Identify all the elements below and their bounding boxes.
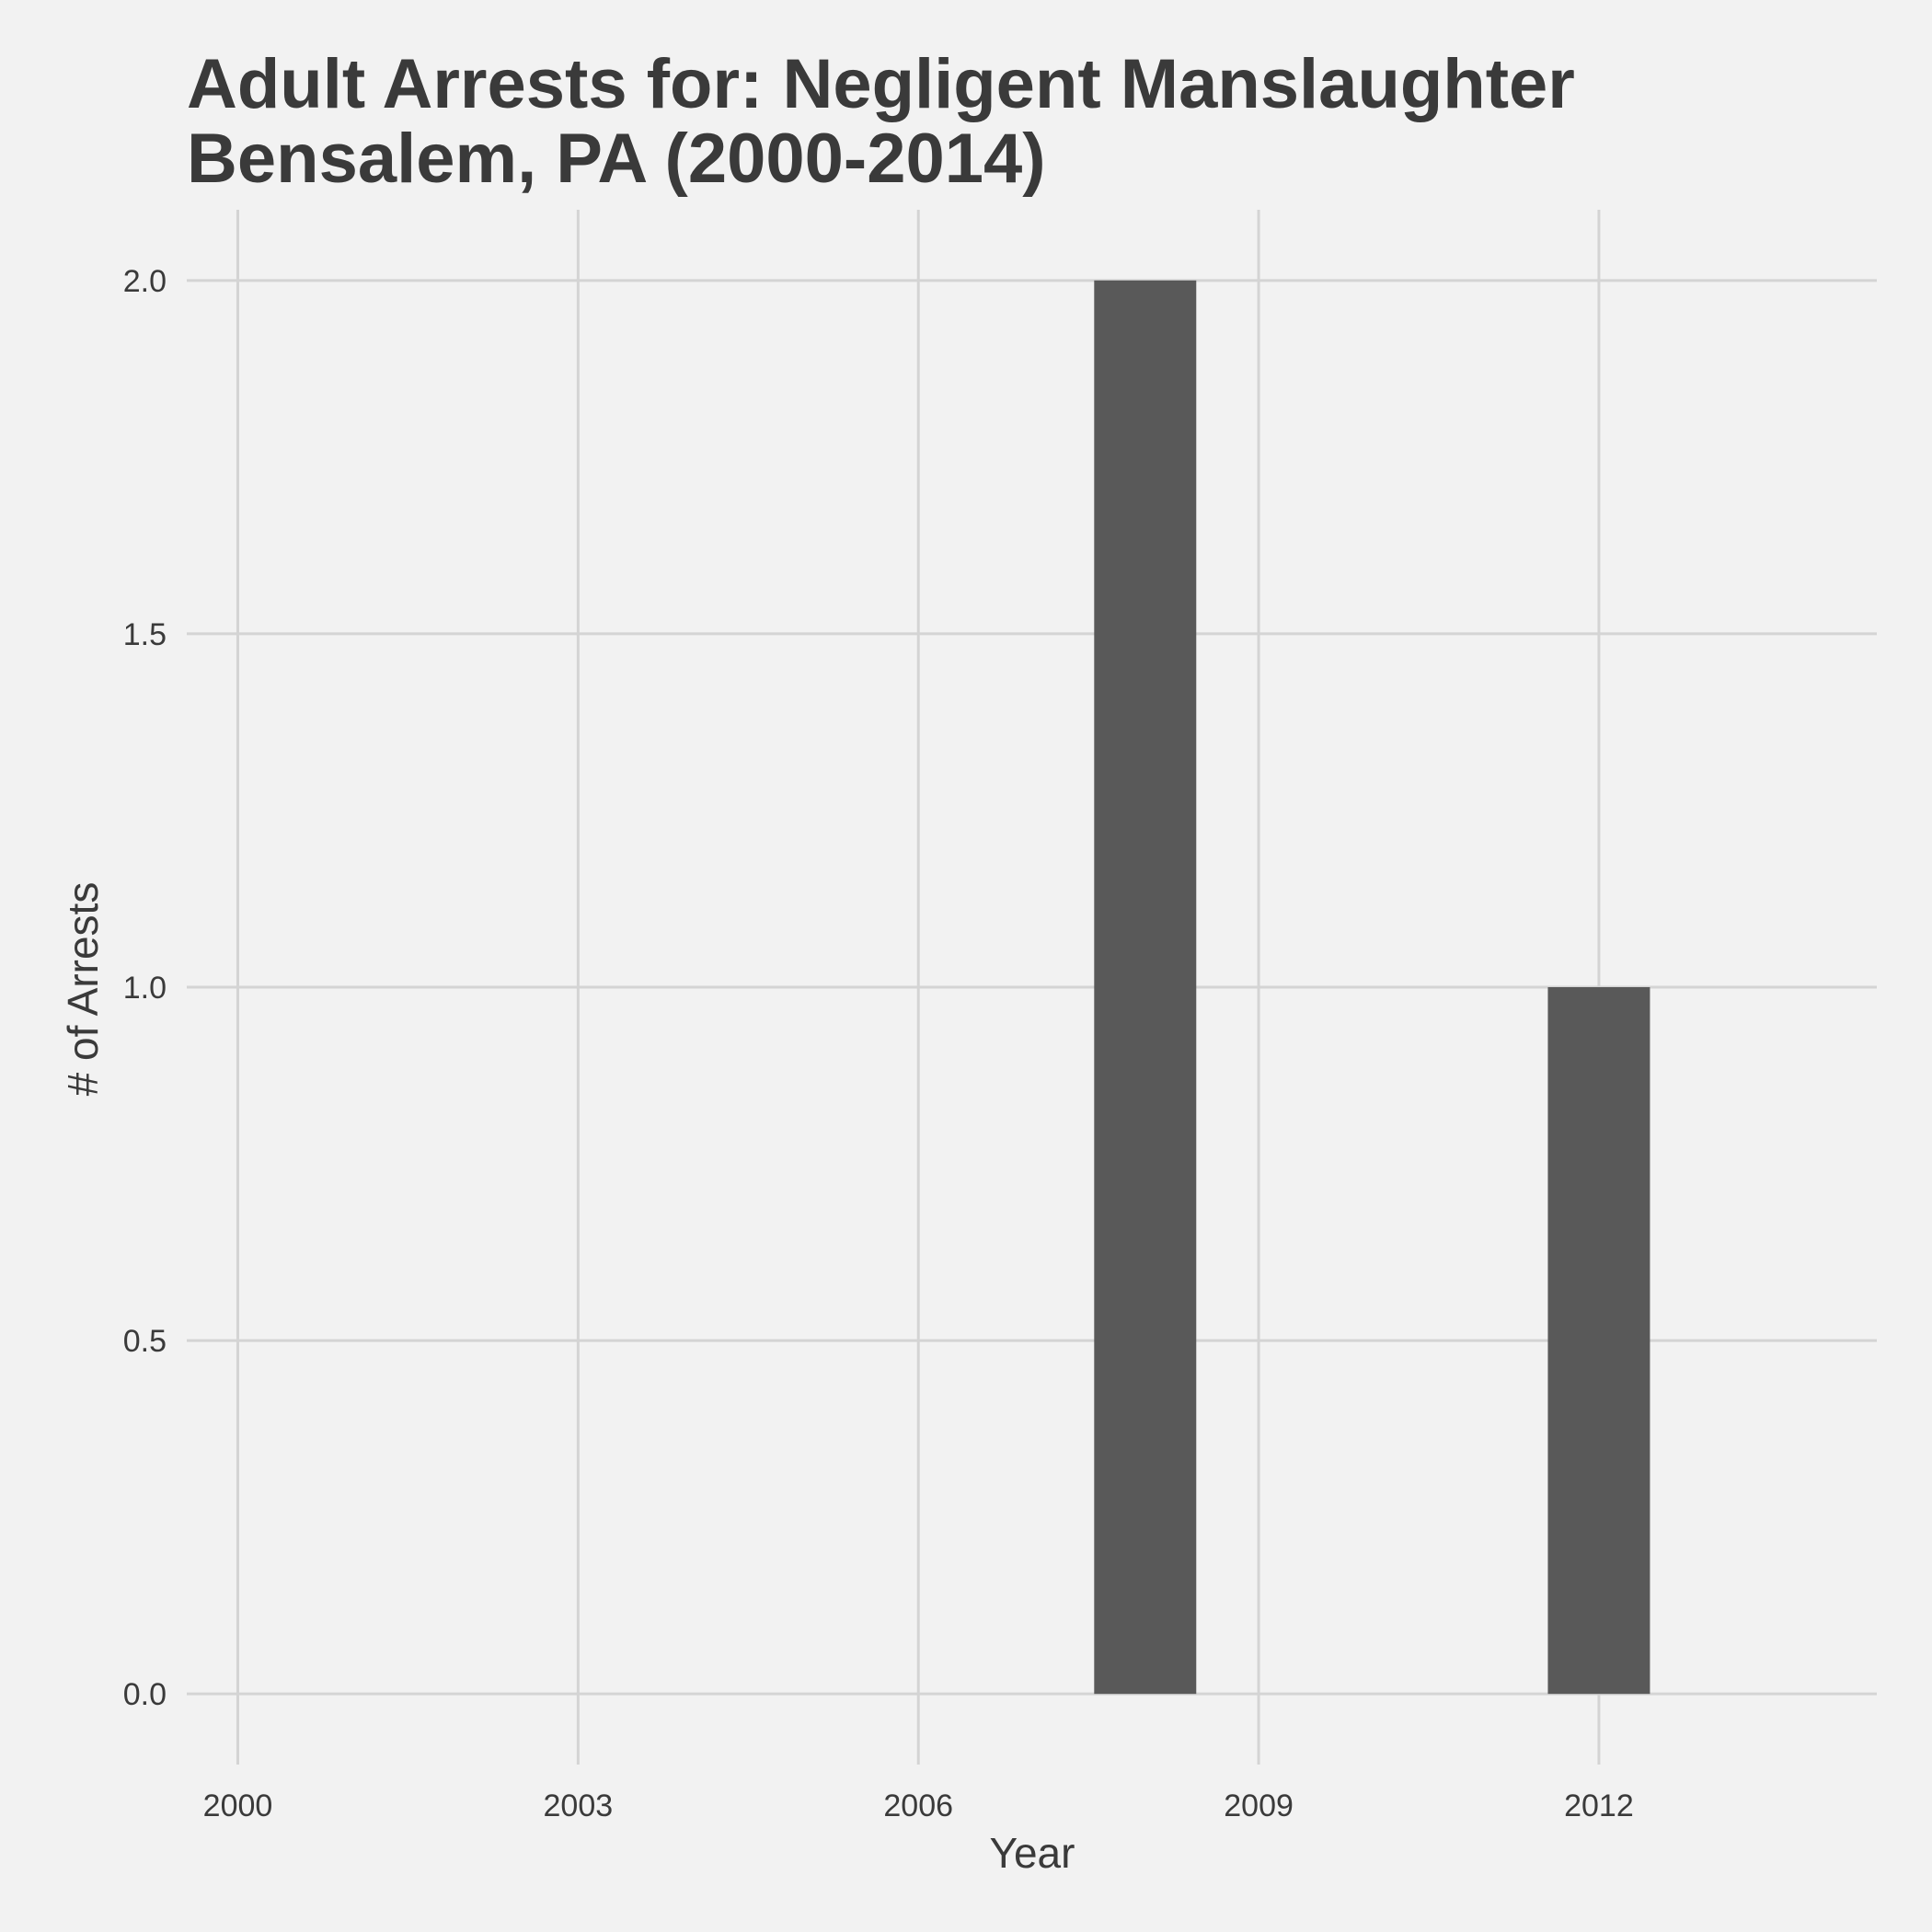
x-tick-label: 2003	[544, 1788, 614, 1823]
chart-title-line-2: Bensalem, PA (2000-2014)	[187, 120, 1046, 198]
x-tick-label: 2000	[203, 1788, 273, 1823]
bar-2008	[1094, 280, 1197, 1695]
x-axis-title: Year	[990, 1829, 1075, 1877]
y-tick-label: 0.0	[123, 1677, 167, 1712]
bars	[1094, 280, 1650, 1695]
bar-2012	[1547, 987, 1650, 1695]
x-tick-label: 2009	[1224, 1788, 1294, 1823]
x-tick-label: 2012	[1564, 1788, 1634, 1823]
y-tick-label: 1.0	[123, 971, 167, 1006]
tick-labels: 0.0 0.5 1.0 1.5 2.0 2000 2003 2006 2009 2012	[123, 264, 1634, 1823]
y-axis-title: # of Arrests	[59, 882, 107, 1097]
y-tick-label: 0.5	[123, 1324, 167, 1359]
y-tick-label: 2.0	[123, 264, 167, 299]
y-tick-label: 1.5	[123, 617, 167, 652]
chart-title-line-1: Adult Arrests for: Negligent Manslaughte…	[187, 45, 1575, 123]
x-tick-label: 2006	[883, 1788, 953, 1823]
